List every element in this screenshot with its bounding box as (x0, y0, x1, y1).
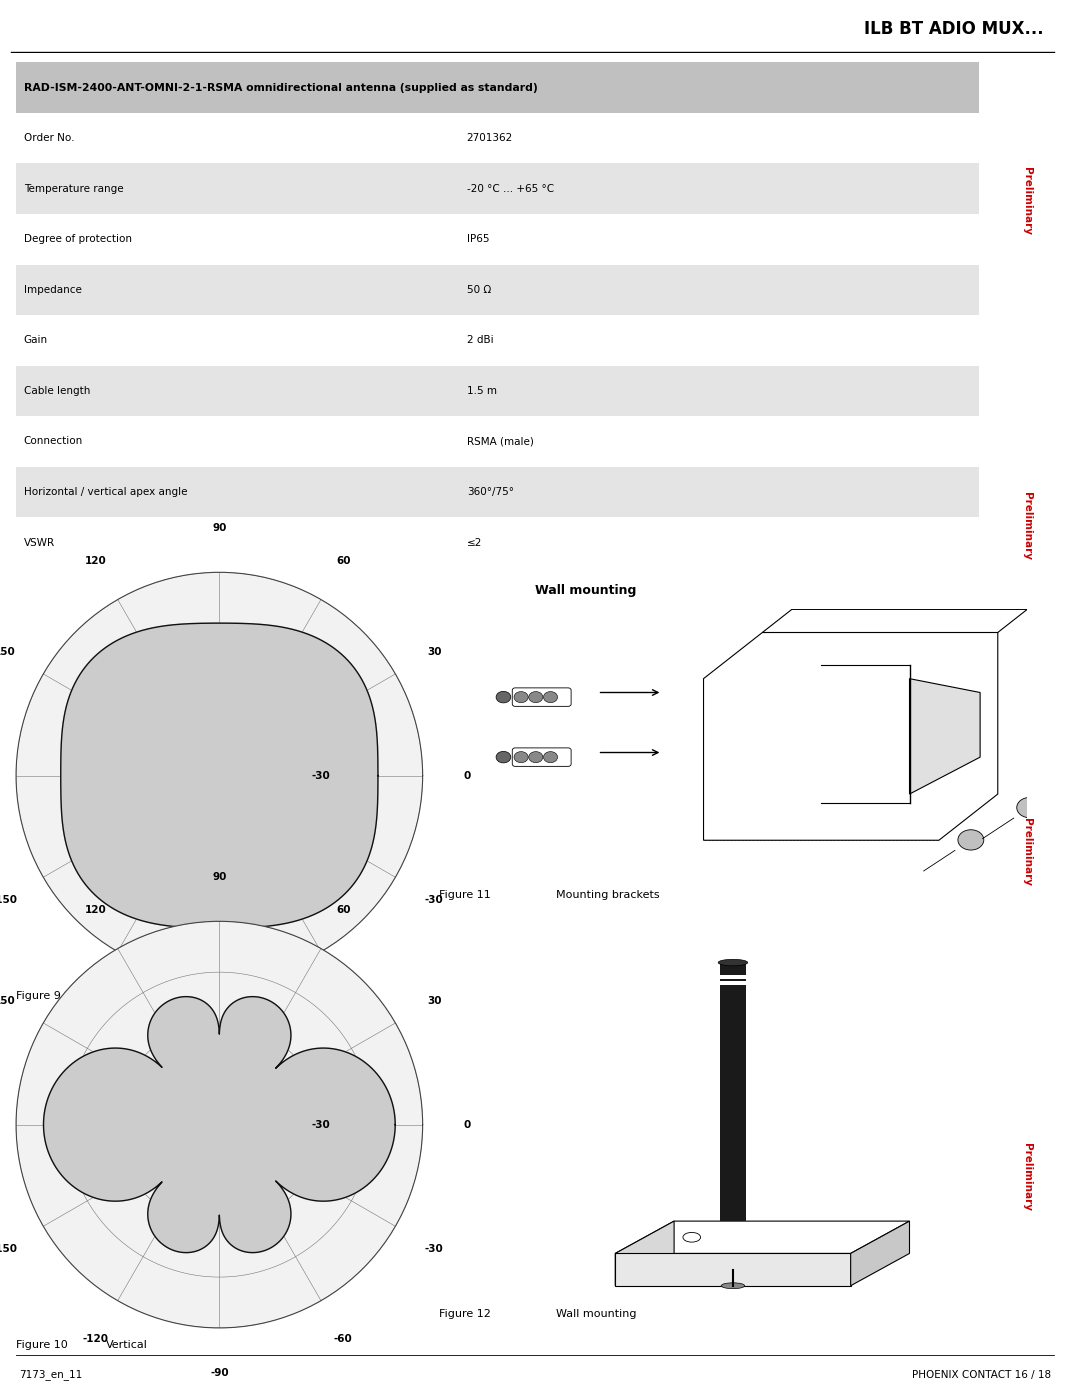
Text: 7173_en_11: 7173_en_11 (19, 1370, 82, 1379)
Text: 90: 90 (212, 871, 227, 882)
FancyBboxPatch shape (720, 963, 746, 1222)
FancyBboxPatch shape (16, 215, 979, 265)
Text: -30: -30 (425, 1244, 444, 1253)
Text: -60: -60 (334, 1334, 353, 1345)
Text: Cable length: Cable length (24, 386, 90, 396)
Text: -30: -30 (311, 770, 331, 781)
Text: ≤2: ≤2 (467, 537, 483, 547)
Text: Figure 9: Figure 9 (16, 990, 61, 1001)
Text: Impedance: Impedance (24, 285, 81, 295)
FancyBboxPatch shape (16, 366, 979, 417)
Text: -20 °C ... +65 °C: -20 °C ... +65 °C (467, 184, 554, 194)
Text: Mounting brackets: Mounting brackets (556, 889, 660, 900)
Polygon shape (615, 1222, 910, 1253)
Text: 60: 60 (336, 555, 351, 566)
FancyBboxPatch shape (16, 316, 979, 366)
Text: 150: 150 (0, 996, 15, 1006)
Text: 30: 30 (427, 996, 442, 1006)
Text: 150: 150 (0, 647, 15, 656)
Text: RSMA (male): RSMA (male) (467, 436, 534, 446)
Text: ILB BT ADIO MUX...: ILB BT ADIO MUX... (863, 19, 1043, 37)
Circle shape (958, 830, 983, 850)
Circle shape (529, 752, 542, 763)
Text: Order No.: Order No. (24, 133, 74, 143)
Circle shape (544, 691, 557, 702)
Text: Preliminary: Preliminary (1022, 492, 1033, 561)
Text: Temperature range: Temperature range (24, 184, 123, 194)
Text: 60: 60 (336, 904, 351, 915)
Text: -150: -150 (0, 895, 17, 904)
Text: -120: -120 (82, 1334, 108, 1345)
Polygon shape (704, 633, 998, 841)
Text: Wall mounting: Wall mounting (556, 1309, 637, 1320)
Polygon shape (762, 609, 1027, 633)
Text: Connection: Connection (24, 436, 83, 446)
Text: Figure 10: Figure 10 (16, 1339, 67, 1350)
FancyBboxPatch shape (513, 748, 571, 766)
FancyBboxPatch shape (513, 688, 571, 706)
Text: -90: -90 (210, 1367, 229, 1378)
Text: 0: 0 (463, 1119, 471, 1130)
Text: 30: 30 (427, 647, 442, 656)
FancyBboxPatch shape (16, 265, 979, 316)
Circle shape (514, 752, 529, 763)
Circle shape (1016, 798, 1042, 817)
Text: Gain: Gain (24, 335, 48, 345)
FancyBboxPatch shape (16, 114, 979, 163)
Text: Vertical: Vertical (106, 1339, 148, 1350)
Polygon shape (615, 1253, 851, 1285)
Text: Figure 11: Figure 11 (439, 889, 490, 900)
Circle shape (529, 691, 542, 702)
Ellipse shape (718, 960, 748, 965)
Text: Figure 12: Figure 12 (439, 1309, 490, 1320)
Text: Horizontal: Horizontal (106, 990, 163, 1001)
Polygon shape (851, 1222, 910, 1285)
Text: -120: -120 (82, 985, 108, 996)
Text: 120: 120 (85, 904, 106, 915)
Text: 1.5 m: 1.5 m (467, 386, 496, 396)
Ellipse shape (496, 751, 510, 763)
Text: Degree of protection: Degree of protection (24, 234, 132, 244)
Text: 120: 120 (85, 555, 106, 566)
Text: -90: -90 (210, 1018, 229, 1029)
Ellipse shape (721, 1283, 745, 1288)
Text: IP65: IP65 (467, 234, 489, 244)
Text: Preliminary: Preliminary (1022, 1143, 1033, 1212)
Text: Preliminary: Preliminary (1022, 817, 1033, 886)
FancyBboxPatch shape (16, 518, 979, 568)
FancyBboxPatch shape (16, 62, 979, 114)
Text: 360°/75°: 360°/75° (467, 488, 514, 497)
FancyBboxPatch shape (16, 467, 979, 518)
Text: VSWR: VSWR (24, 537, 55, 547)
Circle shape (544, 752, 557, 763)
Text: 50 Ω: 50 Ω (467, 285, 491, 295)
Ellipse shape (496, 691, 510, 704)
Text: -30: -30 (311, 1119, 331, 1130)
Text: RAD-ISM-2400-ANT-OMNI-2-1-RSMA omnidirectional antenna (supplied as standard): RAD-ISM-2400-ANT-OMNI-2-1-RSMA omnidirec… (24, 83, 537, 93)
Polygon shape (910, 679, 980, 794)
Polygon shape (44, 997, 395, 1252)
FancyBboxPatch shape (720, 982, 746, 985)
Circle shape (514, 691, 529, 702)
Polygon shape (61, 623, 378, 928)
Text: -30: -30 (425, 895, 444, 904)
Text: -60: -60 (334, 985, 353, 996)
Text: 2 dBi: 2 dBi (467, 335, 493, 345)
Polygon shape (615, 1222, 674, 1285)
Text: Horizontal / vertical apex angle: Horizontal / vertical apex angle (24, 488, 187, 497)
Text: Preliminary: Preliminary (1022, 166, 1033, 235)
Text: 90: 90 (212, 522, 227, 533)
Circle shape (683, 1233, 701, 1242)
Text: 0: 0 (463, 770, 471, 781)
FancyBboxPatch shape (720, 975, 746, 979)
Text: Wall mounting: Wall mounting (535, 583, 637, 597)
FancyBboxPatch shape (16, 163, 979, 215)
Text: PHOENIX CONTACT 16 / 18: PHOENIX CONTACT 16 / 18 (912, 1370, 1051, 1379)
Text: 2701362: 2701362 (467, 133, 513, 143)
FancyBboxPatch shape (16, 417, 979, 467)
Text: -150: -150 (0, 1244, 17, 1253)
